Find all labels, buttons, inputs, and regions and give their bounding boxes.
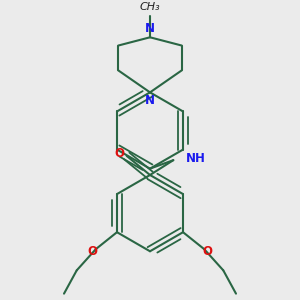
Text: N: N [145, 94, 155, 107]
Text: N: N [145, 22, 155, 35]
Text: O: O [114, 147, 124, 160]
Text: O: O [202, 245, 212, 258]
Text: CH₃: CH₃ [140, 2, 160, 12]
Text: O: O [88, 245, 98, 258]
Text: NH: NH [186, 152, 206, 165]
